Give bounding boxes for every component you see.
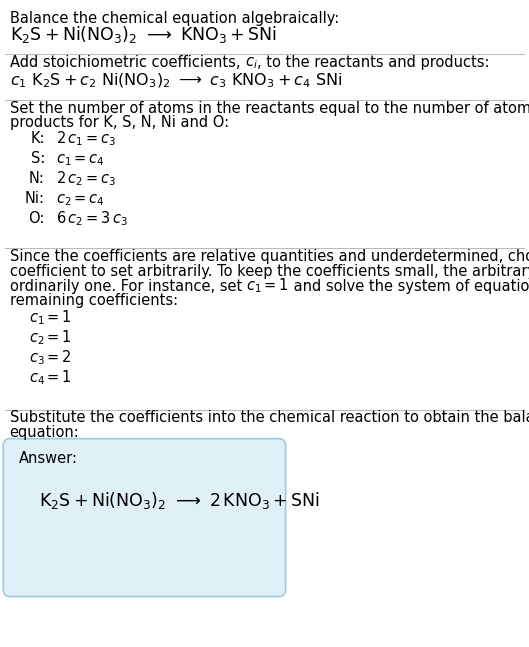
Text: $c_1\ \mathrm{K_2S} + c_2\ \mathrm{Ni(NO_3)_2}\ \longrightarrow\ c_3\ \mathrm{KN: $c_1\ \mathrm{K_2S} + c_2\ \mathrm{Ni(NO… [10,72,342,90]
Text: Substitute the coefficients into the chemical reaction to obtain the balanced: Substitute the coefficients into the che… [10,410,529,426]
Text: Ni:: Ni: [25,191,45,206]
Text: $c_1 = 1$: $c_1 = 1$ [247,276,289,295]
Text: Add stoichiometric coefficients,: Add stoichiometric coefficients, [10,54,244,70]
Text: $6\,c_2 = 3\,c_3$: $6\,c_2 = 3\,c_3$ [56,209,127,228]
Text: K:: K: [31,131,45,146]
Text: $c_3 = 2$: $c_3 = 2$ [29,348,72,367]
Text: Since the coefficients are relative quantities and underdetermined, choose a: Since the coefficients are relative quan… [10,248,529,264]
FancyBboxPatch shape [3,439,286,597]
Text: $c_2 = 1$: $c_2 = 1$ [29,328,72,347]
Text: $c_i$: $c_i$ [244,56,258,71]
Text: Set the number of atoms in the reactants equal to the number of atoms in the: Set the number of atoms in the reactants… [10,100,529,116]
Text: $c_1 = 1$: $c_1 = 1$ [29,308,72,327]
Text: products for K, S, N, Ni and O:: products for K, S, N, Ni and O: [10,115,229,131]
Text: ordinarily one. For instance, set: ordinarily one. For instance, set [10,278,247,294]
Text: O:: O: [29,211,45,226]
Text: remaining coefficients:: remaining coefficients: [10,293,178,309]
Text: $2\,c_1 = c_3$: $2\,c_1 = c_3$ [56,129,116,148]
Text: coefficient to set arbitrarily. To keep the coefficients small, the arbitrary va: coefficient to set arbitrarily. To keep … [10,263,529,279]
Text: S:: S: [31,151,45,166]
Text: , to the reactants and products:: , to the reactants and products: [258,54,490,70]
Text: Balance the chemical equation algebraically:: Balance the chemical equation algebraica… [10,10,339,26]
Text: $c_2 = c_4$: $c_2 = c_4$ [56,192,104,208]
Text: equation:: equation: [10,425,79,441]
Text: $c_4 = 1$: $c_4 = 1$ [29,368,72,387]
Text: $c_1 = c_4$: $c_1 = c_4$ [56,152,104,168]
Text: Answer:: Answer: [19,450,78,466]
Text: $\mathrm{K_2S + Ni(NO_3)_2 \ \longrightarrow \ 2\,KNO_3 + SNi}$: $\mathrm{K_2S + Ni(NO_3)_2 \ \longrighta… [39,490,320,511]
Text: $2\,c_2 = c_3$: $2\,c_2 = c_3$ [56,169,116,188]
Text: $\mathrm{K_2S + Ni(NO_3)_2 \ \longrightarrow \ KNO_3 + SNi}$: $\mathrm{K_2S + Ni(NO_3)_2 \ \longrighta… [10,24,277,45]
Text: and solve the system of equations for the: and solve the system of equations for th… [289,278,529,294]
Text: N:: N: [29,171,45,186]
